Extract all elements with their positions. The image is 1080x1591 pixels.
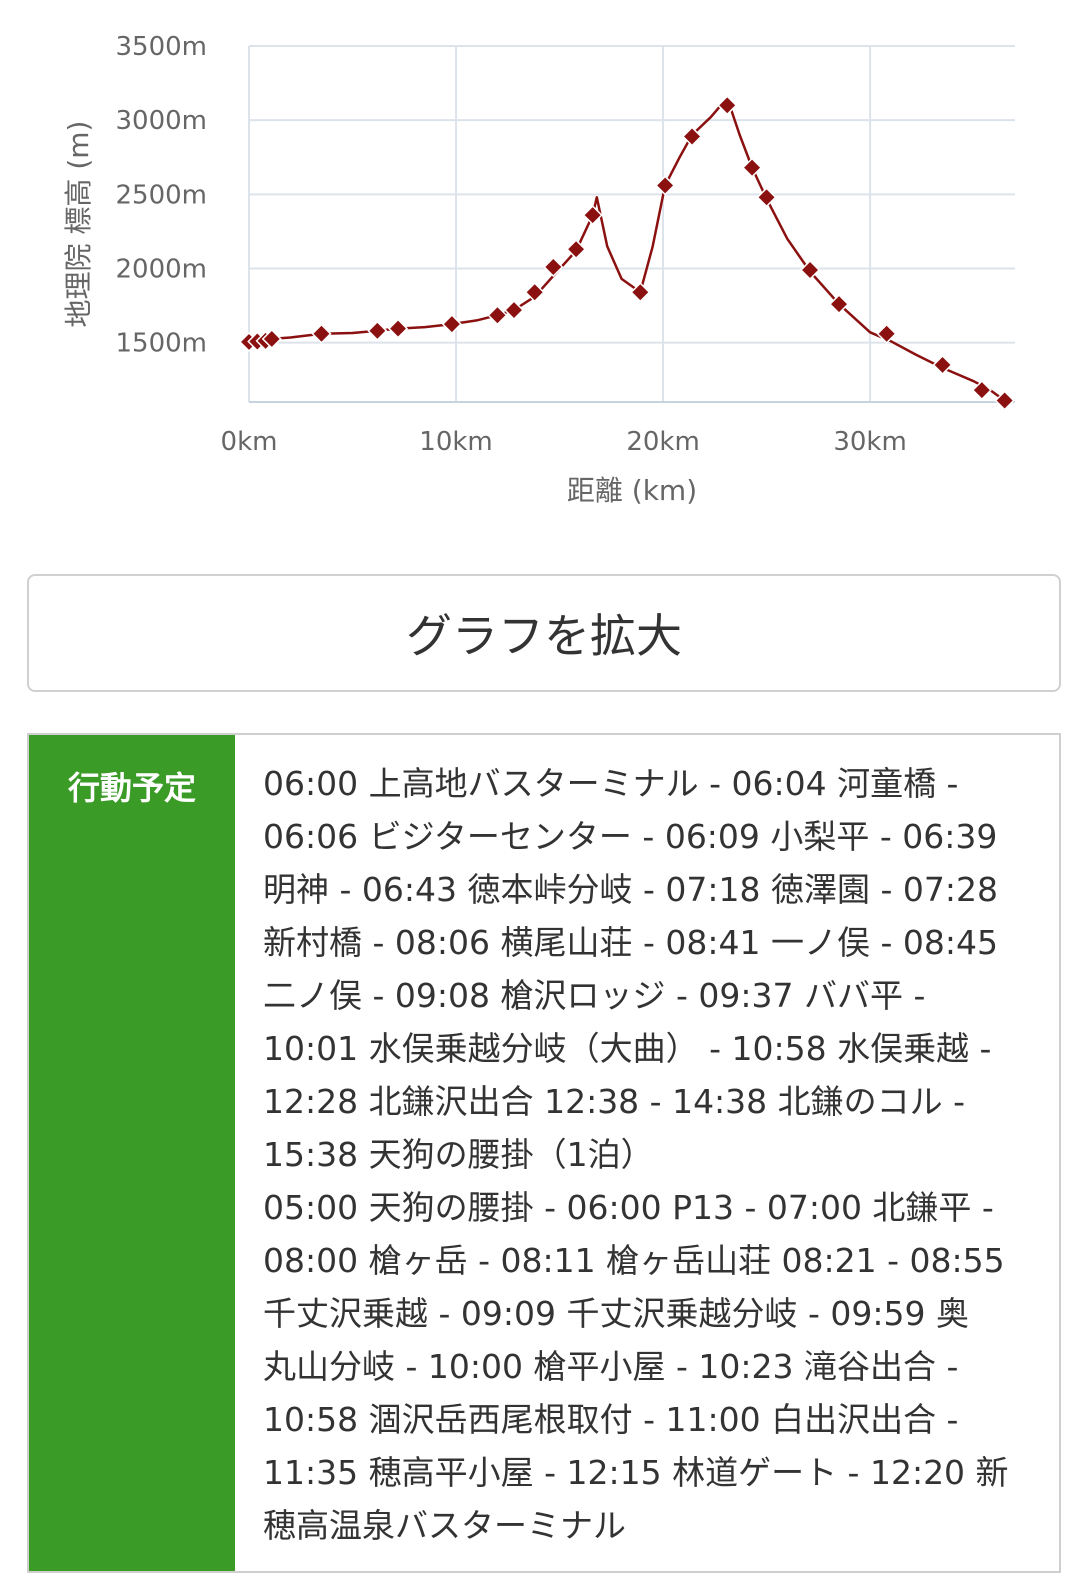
y-tick-label: 2000m bbox=[116, 255, 208, 285]
x-tick-label: 20km bbox=[626, 427, 699, 457]
schedule-label: 行動予定 bbox=[29, 735, 235, 1571]
schedule-line: 12:28 北鎌沢出合 12:38 - 14:38 北鎌のコル - bbox=[263, 1082, 966, 1121]
x-tick-label: 0km bbox=[221, 427, 278, 457]
y-axis-title: 地理院 標高 (m) bbox=[62, 121, 95, 328]
x-tick-label: 10km bbox=[419, 427, 492, 457]
schedule-line: 08:00 槍ヶ岳 - 08:11 槍ヶ岳山荘 08:21 - 08:55 bbox=[263, 1241, 1005, 1280]
waypoint-marker bbox=[367, 320, 388, 341]
schedule-line: 千丈沢乗越 - 09:09 千丈沢乗越分岐 - 09:59 奥 bbox=[263, 1294, 969, 1333]
waypoint-marker bbox=[543, 256, 564, 278]
waypoint-marker bbox=[503, 299, 525, 321]
schedule-line: 06:06 ビジターセンター - 06:09 小梨平 - 06:39 bbox=[263, 817, 998, 856]
schedule-line: 新村橋 - 08:06 横尾山荘 - 08:41 一ノ俣 - 08:45 bbox=[263, 923, 998, 962]
waypoint-marker bbox=[655, 175, 676, 196]
waypoint-marker bbox=[971, 380, 992, 401]
schedule-line: 11:35 穂高平小屋 - 12:15 林道ゲート - 12:20 新 bbox=[263, 1453, 1009, 1492]
waypoint-marker bbox=[630, 282, 651, 303]
waypoint-marker bbox=[387, 318, 409, 339]
waypoint-marker bbox=[524, 282, 545, 303]
waypoint-marker bbox=[932, 354, 953, 375]
schedule-table: 行動予定 06:00 上高地バスターミナル - 06:04 河童橋 - 06:06… bbox=[27, 733, 1061, 1573]
waypoint-marker bbox=[681, 126, 703, 147]
y-tick-label: 2500m bbox=[116, 180, 208, 210]
waypoint-marker bbox=[566, 239, 587, 260]
schedule-line: 明神 - 06:43 徳本峠分岐 - 07:18 徳澤園 - 07:28 bbox=[263, 870, 998, 909]
schedule-line: 06:00 上高地バスターミナル - 06:04 河童橋 - bbox=[263, 764, 959, 803]
waypoint-marker bbox=[311, 323, 332, 344]
schedule-line: 穂高温泉バスターミナル bbox=[263, 1506, 626, 1545]
y-tick-label: 3500m bbox=[116, 32, 208, 62]
waypoint-marker bbox=[441, 314, 462, 335]
waypoint-marker bbox=[261, 328, 282, 350]
elevation-chart: 1500m 2000m 2500m 3000m 3500m 0km 10km 20km 30km… bbox=[0, 0, 1080, 540]
schedule-line: 10:58 涸沢岳西尾根取付 - 11:00 白出沢出合 - bbox=[263, 1400, 959, 1439]
x-axis-title: 距離 (km) bbox=[567, 474, 697, 507]
elevation-chart-svg: 1500m 2000m 2500m 3000m 3500m 0km 10km 20km 30km… bbox=[62, 32, 1015, 507]
schedule-line: 10:01 水俣乗越分岐（大曲） - 10:58 水俣乗越 - bbox=[263, 1029, 992, 1068]
x-tick-label: 30km bbox=[833, 427, 906, 457]
schedule-content: 06:00 上高地バスターミナル - 06:04 河童橋 - 06:06 ビジター… bbox=[235, 735, 1059, 1571]
waypoint-marker bbox=[582, 205, 603, 226]
expand-graph-button[interactable]: グラフを拡大 bbox=[27, 574, 1061, 692]
schedule-line: 15:38 天狗の腰掛（1泊） bbox=[263, 1135, 654, 1174]
waypoint-marker bbox=[799, 259, 821, 281]
waypoint-marker bbox=[828, 294, 850, 315]
waypoint-marker bbox=[742, 157, 763, 178]
elevation-profile-line bbox=[247, 96, 1006, 402]
schedule-line: 二ノ俣 - 09:08 槍沢ロッジ - 09:37 ババ平 - bbox=[263, 976, 926, 1015]
y-tick-label: 3000m bbox=[116, 106, 208, 136]
waypoint-marker bbox=[487, 305, 508, 326]
waypoint-marker bbox=[994, 390, 1015, 411]
y-tick-label: 1500m bbox=[116, 329, 208, 359]
waypoint-marker bbox=[717, 95, 738, 116]
schedule-line: 丸山分岐 - 10:00 槍平小屋 - 10:23 滝谷出合 - bbox=[263, 1347, 959, 1386]
schedule-line: 05:00 天狗の腰掛 - 06:00 P13 - 07:00 北鎌平 - bbox=[263, 1188, 994, 1227]
waypoint-marker bbox=[756, 187, 777, 208]
waypoint-marker bbox=[876, 323, 897, 344]
